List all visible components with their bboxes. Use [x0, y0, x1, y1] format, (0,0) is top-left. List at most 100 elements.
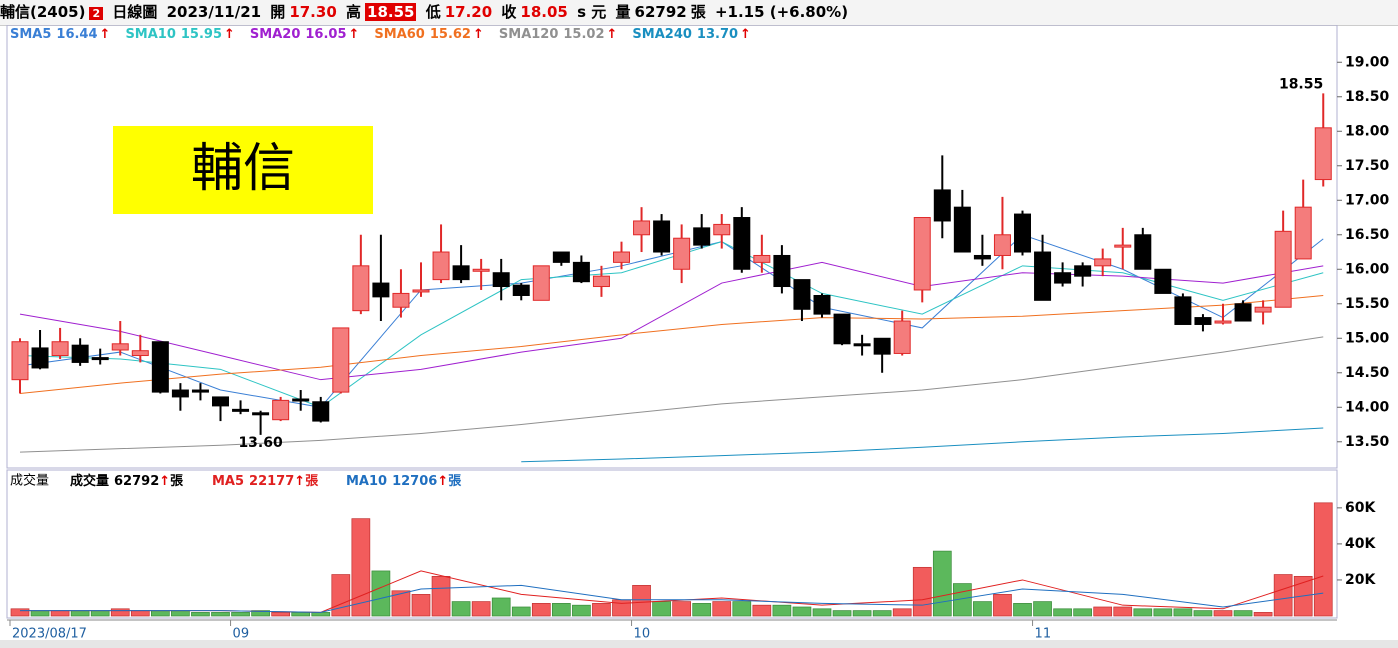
volume-bar: [672, 601, 692, 617]
legend-arrow: ↑: [349, 27, 360, 42]
candle-body: [332, 327, 350, 393]
legend-arrow: ↑: [159, 474, 170, 489]
y-tick-label: 16.00: [1345, 261, 1390, 277]
candle-body: [1114, 244, 1132, 248]
volume-bar: [271, 612, 290, 617]
volume-bar: [70, 610, 90, 617]
volume-bar: [331, 574, 351, 617]
legend-value: 15.95: [181, 27, 222, 42]
candle-body: [1094, 258, 1112, 267]
y-tick-label: 15.00: [1345, 330, 1390, 346]
candle-body: [111, 343, 129, 351]
candle-body: [272, 399, 290, 421]
legend-entry: 成交量 62792↑張: [70, 473, 184, 489]
candle-body: [1194, 317, 1212, 325]
volume-bar: [572, 604, 591, 617]
candle-body: [1314, 127, 1332, 181]
legend-arrow: ↑: [224, 27, 235, 42]
x-tick-label: 11: [1035, 627, 1052, 642]
legend-entry: MA10 12706↑張: [346, 474, 462, 489]
volume-title: 成交量: [10, 473, 49, 489]
legend-name: SMA10: [125, 27, 175, 42]
legend-value: 13.70: [697, 27, 738, 42]
candle-body: [733, 217, 751, 270]
candle-body: [1214, 320, 1232, 324]
candle-body: [512, 284, 530, 296]
candle-body: [753, 254, 771, 263]
volume-bar: [491, 597, 511, 617]
legend-entry: SMA60 15.62 ↑: [374, 27, 483, 42]
badge: 2: [89, 7, 104, 20]
volume-bar: [592, 603, 611, 617]
volume-bar: [1273, 574, 1293, 617]
candle-body: [352, 265, 370, 312]
volume: 62792: [634, 3, 687, 21]
y-tick-label: 16.50: [1345, 227, 1390, 243]
legend-value: 12706: [392, 474, 437, 489]
legend-value: 22177: [249, 474, 294, 489]
high: 18.55: [365, 3, 417, 21]
candle-body: [11, 341, 29, 381]
candle-body: [212, 396, 229, 407]
candle-body: [633, 220, 651, 236]
volume-bar: [431, 575, 451, 617]
candle-body: [532, 265, 550, 301]
volume-bar: [652, 601, 671, 617]
legend-value: 15.62: [430, 27, 471, 42]
legend-name: SMA5: [10, 27, 51, 42]
candle-body: [572, 261, 590, 283]
legend-entry: MA5 22177↑張: [212, 474, 319, 489]
volume-bar: [1113, 606, 1133, 617]
y-tick-label: 19.00: [1345, 54, 1390, 70]
legend-arrow: ↑: [607, 27, 618, 42]
footer: [0, 640, 1398, 648]
candle-body: [613, 251, 630, 263]
x-tick-label: 2023/08/17: [12, 627, 87, 642]
legend-arrow: ↑: [740, 27, 751, 42]
candle-body: [1274, 230, 1292, 308]
legend-unit: 張: [448, 474, 462, 489]
candle-body: [913, 217, 931, 291]
volume-bar: [130, 610, 150, 617]
candle-body: [873, 337, 891, 355]
legend-entry: SMA10 15.95 ↑: [125, 27, 234, 42]
legend-entry: SMA5 16.44 ↑: [10, 27, 110, 42]
volume-bar: [1313, 502, 1333, 617]
candle-body: [1134, 234, 1152, 270]
label: 高: [346, 3, 362, 21]
volume-bar: [191, 612, 210, 617]
volume-bar: [1233, 610, 1253, 617]
legend-name: 成交量: [70, 473, 109, 489]
y-tick-label: 17.00: [1345, 192, 1390, 208]
volume-bar: [1093, 606, 1113, 617]
legend-arrow: ↑: [294, 474, 305, 489]
candle-body: [693, 227, 711, 246]
candle-body: [1234, 303, 1252, 322]
legend-name: SMA240: [632, 27, 692, 42]
period: 日線圖: [112, 3, 158, 21]
volume-bar: [531, 603, 551, 617]
volume-bar: [30, 610, 50, 617]
candle-body: [131, 350, 149, 357]
y-tick-label: 13.50: [1345, 434, 1390, 450]
y-tick-label: 15.50: [1345, 296, 1390, 312]
candle-body: [973, 254, 991, 260]
label: 收: [501, 3, 517, 21]
candle-body: [773, 254, 791, 288]
label: 低: [425, 3, 441, 21]
candle-body: [392, 292, 410, 308]
legend-name: SMA60: [374, 27, 424, 42]
volume-bar: [993, 594, 1012, 617]
high-label: 18.55: [1279, 76, 1323, 92]
volume-bar: [231, 612, 250, 617]
volume-bar: [1153, 608, 1173, 617]
ma-line: [19, 261, 1324, 381]
candle-body: [191, 389, 209, 393]
volume-bar: [1033, 601, 1052, 617]
price-panel: [6, 25, 1338, 469]
low: 17.20: [444, 3, 493, 21]
candle-body: [71, 344, 89, 363]
legend-name: MA5: [212, 474, 244, 489]
candle-body: [171, 389, 189, 398]
header: 輔信(2405) 2 日線圖 2023/11/21 開 17.30 高 18.55 低…: [0, 0, 1398, 26]
